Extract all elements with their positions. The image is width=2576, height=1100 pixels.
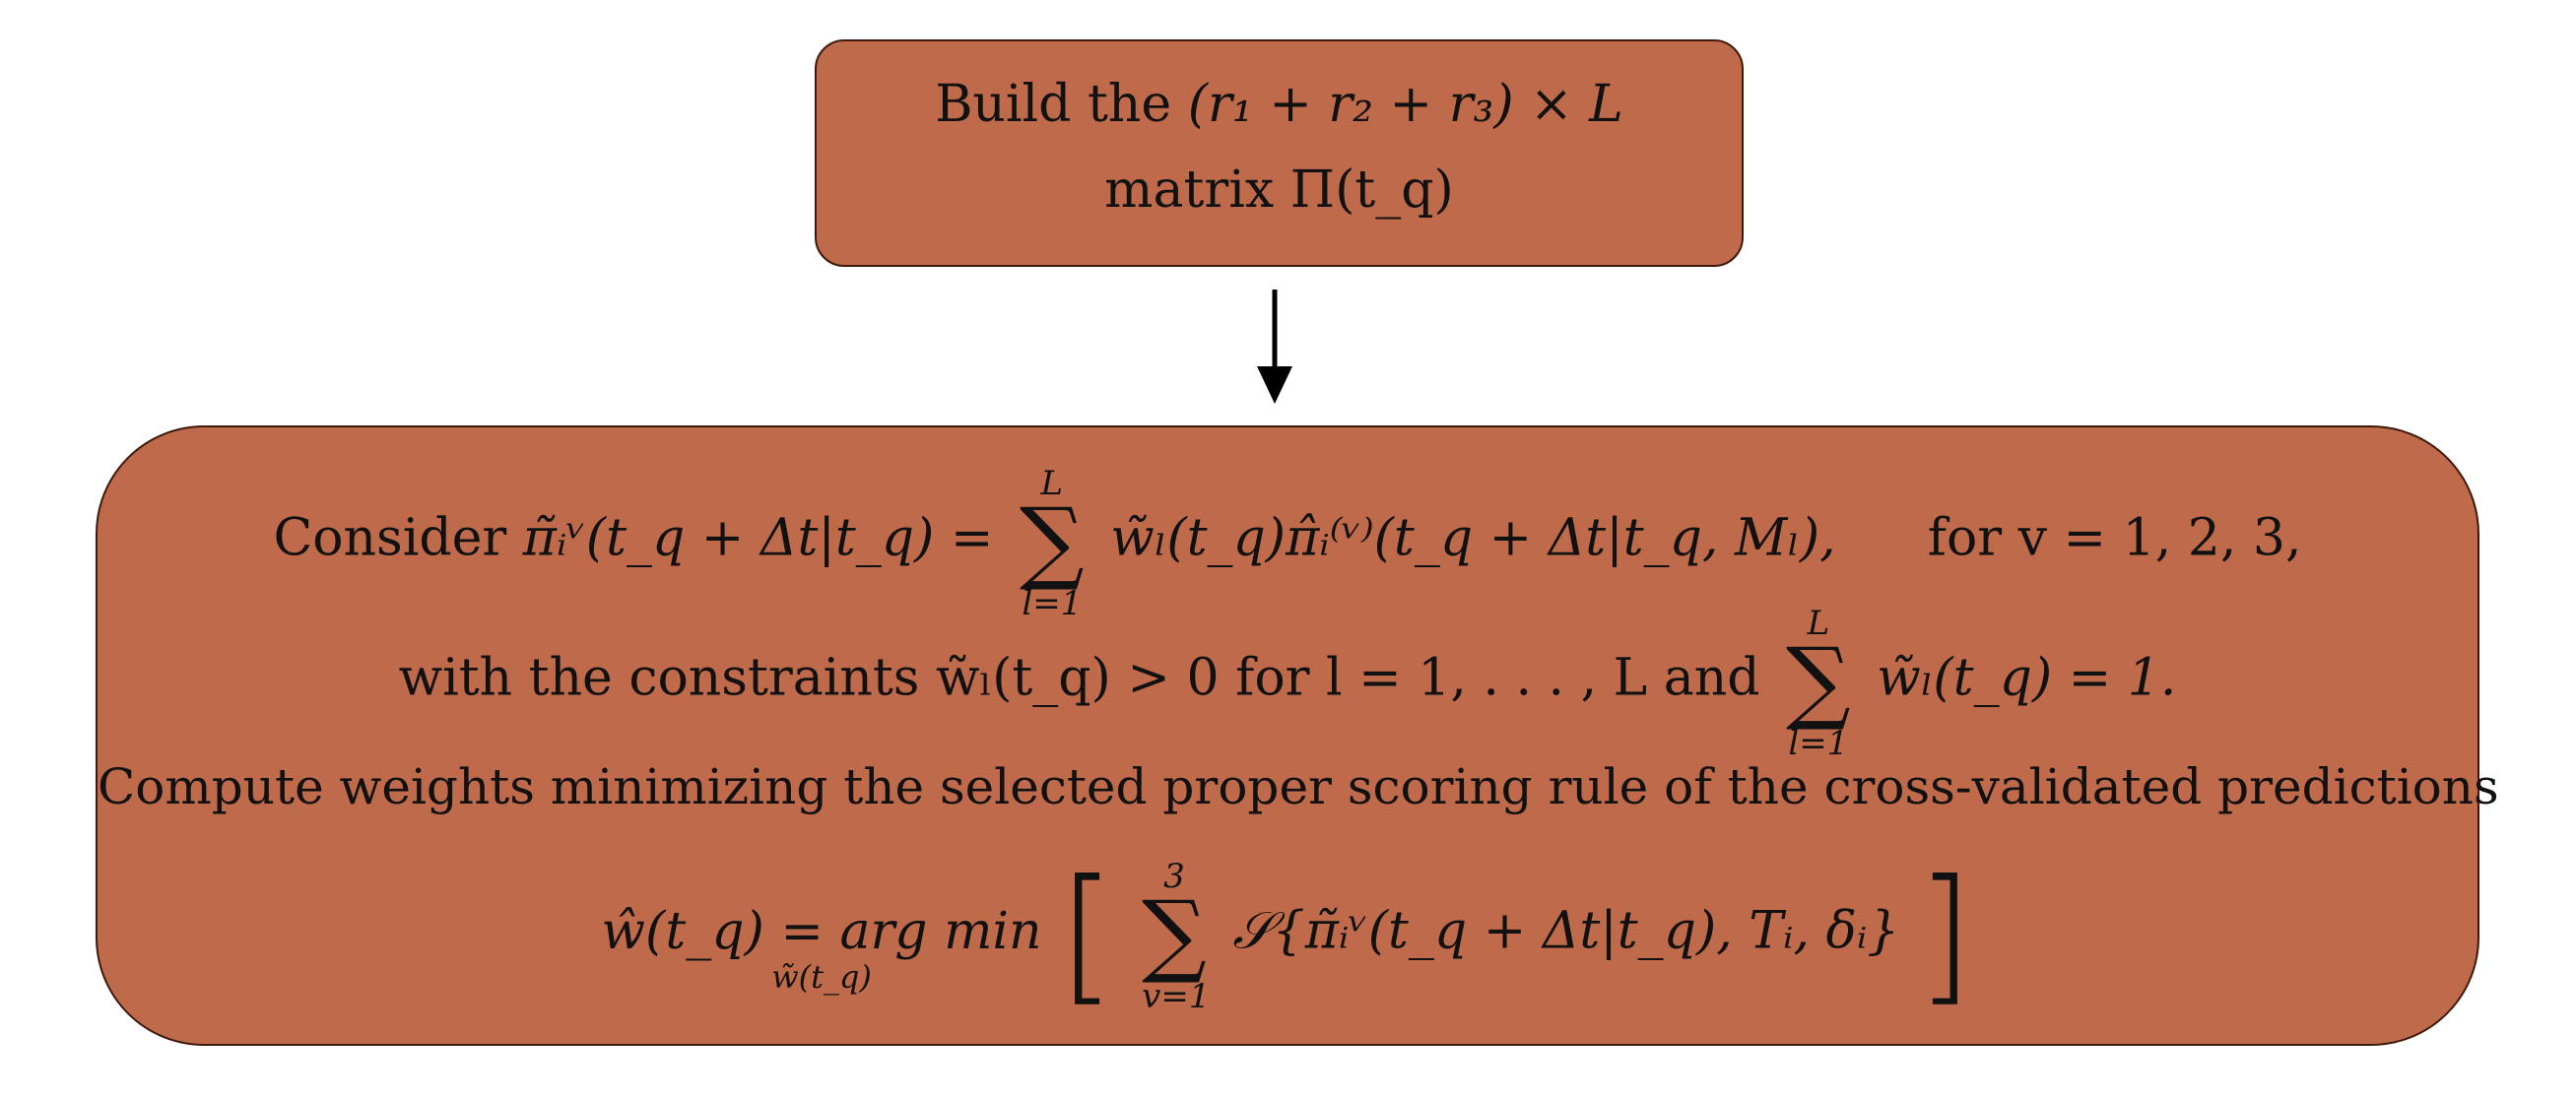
scoring-rule-term: 𝒮{π̃ᵢᵛ(t_q + Δt|t_q), Tᵢ, δᵢ} [1232, 901, 1900, 961]
ensemble-prediction-line: Consider π̃ᵢᵛ(t_q + Δt|t_q) = L ∑ l=1 w̃… [98, 467, 2477, 620]
sigma-symbol: ∑ [1019, 488, 1085, 594]
right-bracket: ] [1915, 849, 1974, 1020]
build-matrix-box: Build the (r₁ + r₂ + r₃) × L matrix Π(t_… [815, 39, 1744, 267]
sum-upper-limit: 3 [1163, 857, 1185, 896]
weights-computation-box: Consider π̃ᵢᵛ(t_q + Δt|t_q) = L ∑ l=1 w̃… [96, 425, 2499, 1046]
sigma-symbol: ∑ [1142, 881, 1207, 987]
sum-upper-limit: L [1040, 464, 1064, 503]
argmin-line: ŵ(t_q) = arg min w̃(t_q) [ 3 ∑ v=1 𝒮{π̃ᵢ… [98, 860, 2477, 1013]
sigma-symbol: ∑ [1786, 628, 1851, 734]
weights-sum-equals-one: w̃ₗ(t_q) = 1. [1877, 648, 2177, 708]
argmin-lhs: ŵ(t_q) = arg min [601, 901, 1042, 961]
build-label: Build the [935, 75, 1172, 134]
sum-over-models: L ∑ l=1 [1019, 467, 1085, 620]
sum-over-v: 3 ∑ v=1 [1142, 860, 1210, 1013]
for-v-clause: for v = 1, 2, 3, [1927, 508, 2302, 568]
compute-weights-line: Compute weights minimizing the selected … [98, 758, 2499, 815]
sum-lower-limit: v=1 [1142, 977, 1211, 1016]
sum-lower-limit: l=1 [1022, 584, 1083, 623]
ensemble-prediction-rhs: w̃ₗ(t_q)π̂ᵢ⁽ᵛ⁾(t_q + Δt|t_q, Mₗ), [1110, 508, 1836, 568]
left-bracket: [ [1058, 849, 1116, 1020]
sum-upper-limit: L [1807, 604, 1830, 643]
flow-arrow-head [1257, 366, 1292, 404]
constraints-text: with the constraints w̃ₗ(t_q) > 0 for l … [398, 648, 1760, 708]
sum-lower-limit: l=1 [1788, 724, 1849, 763]
build-matrix-line-2: matrix Π(t_q) [1104, 161, 1454, 220]
argmin-subscript: w̃(t_q) [771, 957, 872, 996]
consider-label: Consider [273, 508, 507, 568]
sum-of-weights: L ∑ l=1 [1786, 607, 1851, 760]
ensemble-prediction-lhs: π̃ᵢᵛ(t_q + Δt|t_q) = [522, 508, 994, 568]
argmin-operator: ŵ(t_q) = arg min w̃(t_q) [602, 906, 1042, 993]
constraints-line: with the constraints w̃ₗ(t_q) > 0 for l … [98, 607, 2477, 760]
build-matrix-line-1: Build the (r₁ + r₂ + r₃) × L [817, 79, 1742, 130]
matrix-dimension: (r₁ + r₂ + r₃) × L [1187, 75, 1623, 134]
